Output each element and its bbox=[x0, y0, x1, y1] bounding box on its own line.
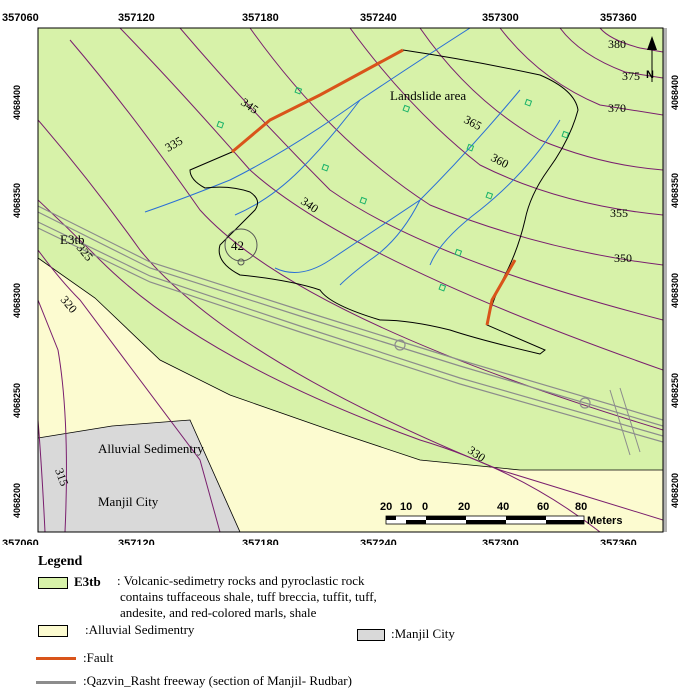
legend bbox=[0, 545, 683, 691]
contour-label-315: 315 bbox=[52, 466, 71, 488]
svg-text:60: 60 bbox=[537, 501, 549, 513]
manjil-city-area bbox=[38, 419, 241, 532]
y-tick-right-3: 4068300 bbox=[670, 273, 680, 308]
y-tick-right-1: 4068400 bbox=[670, 75, 680, 110]
legend-alluvial-label: :Alluvial Sedimentry bbox=[85, 622, 195, 637]
point-42-label: 42 bbox=[231, 238, 244, 253]
y-tick-right-2: 4068350 bbox=[670, 173, 680, 208]
y-tick-right-5: 4068200 bbox=[670, 473, 680, 508]
y-tick-left-3: 4068300 bbox=[12, 283, 22, 318]
freeway bbox=[38, 205, 663, 456]
x-tick-bottom-5: 357300 bbox=[482, 538, 519, 545]
alluvial-label: Alluvial Sedimentry bbox=[98, 441, 204, 456]
svg-text:20: 20 bbox=[380, 501, 392, 513]
legend-fault-label: :Fault bbox=[83, 650, 114, 665]
x-tick-top-3: 357180 bbox=[242, 12, 279, 24]
contour-label-355: 355 bbox=[610, 206, 628, 220]
streams bbox=[144, 28, 561, 286]
legend-swatch-alluvial bbox=[38, 625, 68, 637]
x-tick-top-1: 357060 bbox=[2, 12, 39, 24]
legend-e3tb-desc3: andesite, and red-colored marls, shale bbox=[120, 605, 317, 620]
x-tick-top-5: 357300 bbox=[482, 12, 519, 24]
contour-label-375: 375 bbox=[622, 69, 640, 83]
manjil-city-label: Manjil City bbox=[98, 494, 159, 509]
y-tick-left-4: 4068250 bbox=[12, 383, 22, 418]
y-tick-left-1: 4068400 bbox=[12, 85, 22, 120]
svg-text:80: 80 bbox=[575, 501, 587, 513]
legend-swatch-freeway bbox=[36, 681, 76, 684]
x-tick-top-2: 357120 bbox=[118, 12, 155, 24]
x-tick-bottom-2: 357120 bbox=[118, 538, 155, 545]
legend-e3tb-desc2: contains tuffaceous shale, tuff breccia,… bbox=[120, 589, 377, 604]
landslide-area-label: Landslide area bbox=[390, 88, 466, 103]
contour-label-370: 370 bbox=[608, 101, 626, 115]
y-tick-right-4: 4068250 bbox=[670, 373, 680, 408]
geologic-map: 357060 357120 357180 357240 357300 35736… bbox=[2, 12, 680, 545]
svg-text:N: N bbox=[646, 69, 654, 81]
y-tick-left-5: 4068200 bbox=[12, 483, 22, 518]
y-tick-left-2: 4068350 bbox=[12, 183, 22, 218]
x-tick-top-6: 357360 bbox=[600, 12, 637, 24]
legend-swatch-volcanic bbox=[38, 577, 68, 589]
x-tick-bottom-3: 357180 bbox=[242, 538, 279, 545]
legend-swatch-city bbox=[357, 629, 385, 641]
legend-city-label: :Manjil City bbox=[391, 626, 455, 641]
svg-text:Meters: Meters bbox=[587, 515, 622, 527]
north-arrow-icon: N bbox=[646, 36, 657, 82]
landslide-boundary bbox=[189, 49, 579, 355]
point-42-circle bbox=[224, 228, 258, 262]
svg-text:40: 40 bbox=[497, 501, 509, 513]
legend-title: Legend bbox=[38, 554, 83, 569]
svg-text:10: 10 bbox=[400, 501, 412, 513]
unit-label-e3tb: E3tb bbox=[60, 232, 85, 247]
svg-text:20: 20 bbox=[458, 501, 470, 513]
x-tick-bottom-4: 357240 bbox=[360, 538, 397, 545]
legend-e3tb-code: E3tb bbox=[74, 574, 101, 589]
faults bbox=[231, 48, 517, 326]
x-tick-bottom-6: 357360 bbox=[600, 538, 637, 545]
x-tick-top-4: 357240 bbox=[360, 12, 397, 24]
x-tick-bottom-1: 357060 bbox=[2, 538, 39, 545]
legend-freeway-label: :Qazvin_Rasht freeway (section of Manjil… bbox=[83, 673, 352, 688]
contour-label-380: 380 bbox=[608, 37, 626, 51]
scale-bar: 20 10 0 20 40 60 80 Meters bbox=[380, 501, 622, 527]
point-42-marker bbox=[237, 258, 245, 266]
legend-swatch-fault bbox=[36, 657, 76, 660]
contour-label-350: 350 bbox=[614, 251, 632, 265]
svg-text:0: 0 bbox=[422, 501, 428, 513]
survey-points bbox=[216, 86, 570, 292]
legend-e3tb-desc: : Volcanic-sedimetry rocks and pyroclast… bbox=[117, 573, 365, 588]
